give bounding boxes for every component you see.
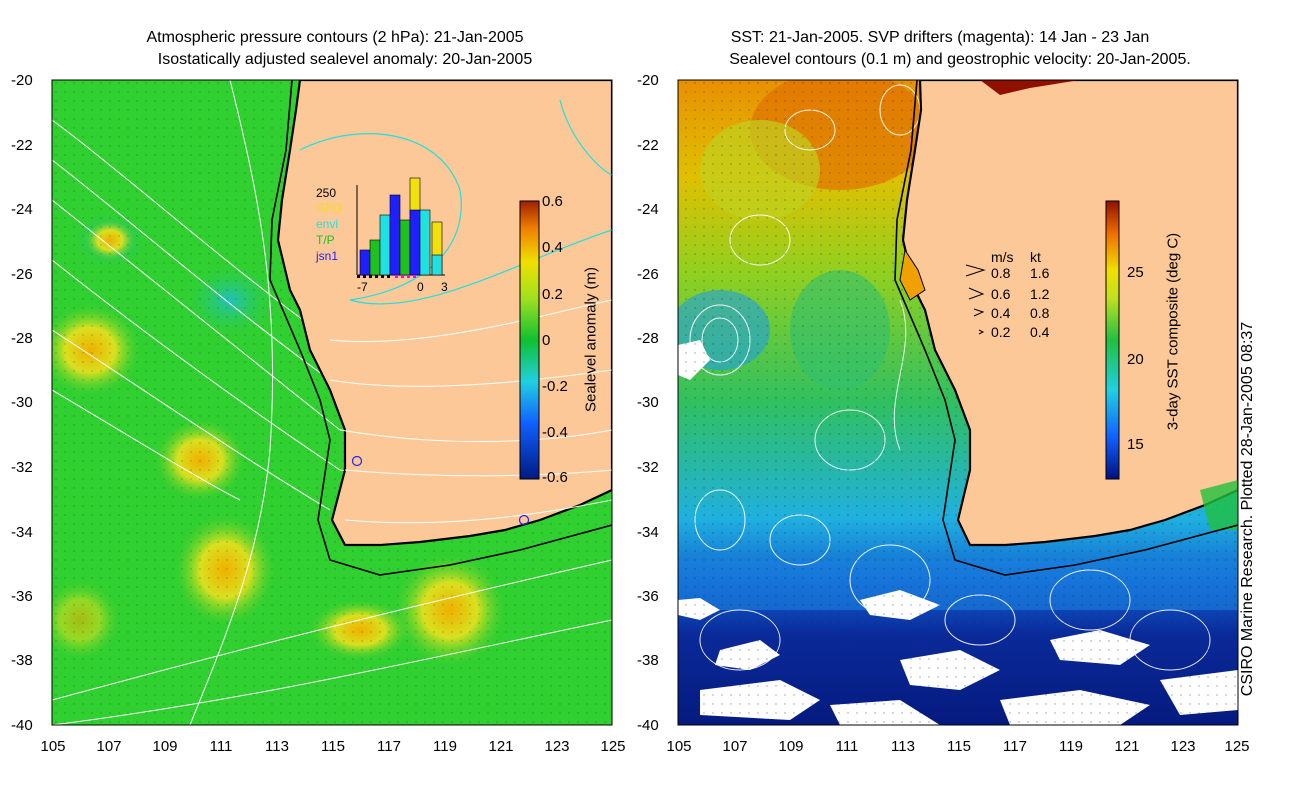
left-ytick: -30 [11, 394, 33, 411]
left-title-line2: Isostatically adjusted sealevel anomaly:… [157, 51, 533, 68]
right-ytick: -20 [637, 72, 659, 89]
inset-xtick: 0 [417, 280, 424, 294]
right-colorbar-tick: 25 [1127, 264, 1144, 281]
left-ytick: -26 [11, 266, 33, 283]
left-map-frame [51, 79, 613, 726]
left-colorbar-tick: -0.2 [542, 378, 568, 395]
credit-text: CSIRO Marine Research. Plotted 28-Jan-20… [1239, 321, 1256, 697]
right-xtick: 107 [722, 738, 748, 755]
right-xtick: 123 [1170, 738, 1196, 755]
speed-ms: 0.4 [991, 305, 1011, 321]
right-ytick: -32 [637, 459, 659, 476]
inset-legend-envi: envi [316, 217, 339, 231]
left-colorbar [519, 200, 540, 480]
right-ytick: -22 [637, 137, 659, 154]
right-ytick: -30 [637, 394, 659, 411]
right-land [901, 80, 1238, 547]
speed-ms: 0.6 [991, 286, 1011, 302]
left-ytick: -24 [11, 201, 33, 218]
left-colorbar-tick: 0.6 [542, 193, 563, 210]
inset-legend-gfo: GFO [316, 201, 342, 215]
inset-legend-tp: T/P [316, 233, 335, 247]
right-colorbar-label: 3-day SST composite (deg C) [1164, 232, 1182, 431]
tide-gauge-marker [518, 514, 530, 526]
right-xtick: 119 [1059, 738, 1083, 755]
right-ytick: -38 [637, 652, 659, 669]
inset-ymax-label: 250 [316, 186, 337, 200]
right-title-line1: SST: 21-Jan-2005. SVP drifters (magenta)… [730, 29, 1150, 46]
left-xtick: 121 [488, 738, 514, 755]
left-colorbar-tick: 0 [542, 332, 551, 349]
speed-kt: 1.6 [1030, 265, 1050, 281]
right-ytick: -36 [637, 588, 659, 605]
inset-legend-jsn1: jsn1 [316, 249, 339, 263]
speed-ms: 0.2 [991, 324, 1011, 340]
left-xtick: 109 [152, 738, 178, 755]
right-colorbar [1105, 200, 1120, 480]
speed-header-ms: m/s [991, 249, 1014, 265]
right-xtick: 105 [666, 738, 692, 755]
left-colorbar-tick: -0.4 [542, 424, 568, 441]
right-xtick: 125 [1224, 738, 1250, 755]
inset-histogram [356, 177, 445, 278]
left-xtick: 107 [96, 738, 122, 755]
right-ytick: -40 [637, 717, 659, 734]
left-ytick: -32 [11, 459, 33, 476]
left-ytick: -22 [11, 137, 33, 154]
right-ytick: -26 [637, 266, 659, 283]
left-xtick: 111 [209, 738, 233, 755]
inset-xtick: 3 [441, 280, 448, 294]
tide-gauge-marker [351, 455, 363, 467]
left-colorbar-label: Sealevel anomaly (m) [582, 266, 600, 413]
speed-kt: 0.8 [1030, 305, 1050, 321]
right-ytick: -24 [637, 201, 659, 218]
right-xtick: 121 [1114, 738, 1140, 755]
speed-ms: 0.8 [991, 265, 1011, 281]
inset-xtick: -7 [357, 280, 368, 294]
left-title-line1: Atmospheric pressure contours (2 hPa): 2… [146, 29, 524, 46]
left-xtick: 117 [377, 738, 401, 755]
right-ytick: -34 [637, 524, 659, 541]
right-map-frame [677, 79, 1239, 726]
left-ytick: -36 [11, 588, 33, 605]
speed-legend-arrows [965, 264, 986, 335]
right-map [678, 80, 1238, 725]
left-ytick: -40 [11, 717, 33, 734]
left-xtick: 115 [321, 738, 345, 755]
left-xtick: 125 [600, 738, 626, 755]
left-ytick: -38 [11, 652, 33, 669]
inset-bars [359, 177, 443, 276]
right-xtick: 115 [947, 738, 971, 755]
right-colorbar-tick: 15 [1127, 436, 1144, 453]
left-xtick: 119 [433, 738, 457, 755]
left-colorbar-tick: -0.6 [542, 469, 568, 486]
speed-kt: 1.2 [1030, 286, 1050, 302]
right-xtick: 111 [835, 738, 859, 755]
right-xtick: 113 [891, 738, 915, 755]
speed-header-kt: kt [1030, 249, 1041, 265]
left-ytick: -28 [11, 330, 33, 347]
left-xtick: 123 [544, 738, 570, 755]
right-ytick: -28 [637, 330, 659, 347]
right-xtick: 109 [778, 738, 804, 755]
left-ytick: -34 [11, 524, 33, 541]
left-colorbar-tick: 0.2 [542, 286, 563, 303]
left-ytick: -20 [11, 72, 33, 89]
right-xtick: 117 [1003, 738, 1027, 755]
right-title-line2: Sealevel contours (0.1 m) and geostrophi… [729, 51, 1191, 68]
left-xtick: 105 [40, 738, 66, 755]
right-colorbar-tick: 20 [1127, 351, 1144, 368]
speed-kt: 0.4 [1030, 324, 1050, 340]
left-colorbar-tick: 0.4 [542, 239, 563, 256]
left-xtick: 113 [265, 738, 289, 755]
